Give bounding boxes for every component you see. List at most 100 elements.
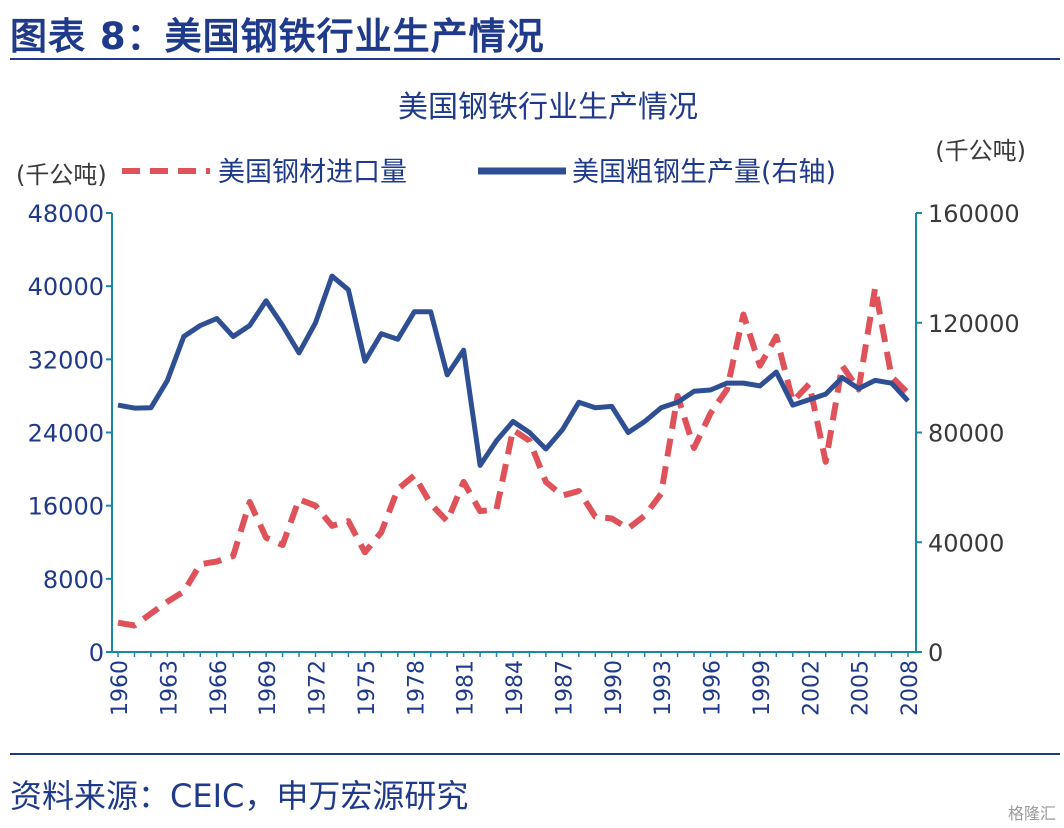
production-point-1984 <box>513 421 514 422</box>
production-point-1970 <box>282 325 283 326</box>
y-tick-left-label: 16000 <box>28 493 104 521</box>
x-tick-label: 1960 <box>108 660 133 716</box>
series-layer <box>117 273 911 629</box>
production-point-1989 <box>595 407 596 408</box>
legend-label-production: 美国粗钢生产量(右轴) <box>572 157 836 188</box>
production-point-1980 <box>447 374 448 375</box>
import-point-1970 <box>282 545 283 546</box>
x-ticks: 1960 1963 1966 1969 1972 1975 1978 1981 1984 1987… <box>108 652 923 716</box>
import-point-1998 <box>743 314 744 315</box>
x-tick-label: 1969 <box>256 660 281 716</box>
production-point-1996 <box>710 390 711 391</box>
x-tick-label: 1987 <box>552 660 577 716</box>
x-tick-label: 1966 <box>207 660 232 716</box>
import-point-1971 <box>299 499 300 500</box>
x-tick-label: 1996 <box>701 660 726 716</box>
y-tick-right-label: 80000 <box>928 420 1004 448</box>
x-tick-label: 1975 <box>355 660 380 716</box>
production-point-1971 <box>299 352 300 353</box>
production-point-1977 <box>397 339 398 340</box>
legend-label-imports: 美国钢材进口量 <box>218 157 407 188</box>
production-point-1988 <box>578 402 579 403</box>
legend: 美国钢材进口量 美国粗钢生产量(右轴) <box>122 157 836 188</box>
import-point-1993 <box>661 493 662 494</box>
import-point-1960 <box>118 622 119 623</box>
import-point-2008 <box>908 393 909 394</box>
import-point-1963 <box>167 601 168 602</box>
import-point-1969 <box>266 537 267 538</box>
import-point-1999 <box>759 365 760 366</box>
production-point-1966 <box>216 318 217 319</box>
y-tick-left-label: 40000 <box>28 273 104 301</box>
production-point-2001 <box>792 405 793 406</box>
import-point-1973 <box>332 525 333 526</box>
production-point-1972 <box>315 322 316 323</box>
import-point-1976 <box>381 532 382 533</box>
production-point-1973 <box>332 276 333 277</box>
import-point-1972 <box>315 505 316 506</box>
import-point-1965 <box>200 564 201 565</box>
x-tick-label: 1981 <box>454 660 479 716</box>
production-point-1987 <box>562 429 563 430</box>
x-tick-label: 1984 <box>503 660 528 716</box>
import-point-1978 <box>414 475 415 476</box>
y-tick-right-label: 40000 <box>928 529 1004 557</box>
production-point-1994 <box>677 402 678 403</box>
production-point-1985 <box>529 432 530 433</box>
production-point-1978 <box>414 311 415 312</box>
import-point-1981 <box>463 481 464 482</box>
import-point-1982 <box>480 511 481 512</box>
y-ticks-left: 0 8000 16000 24000 32000 40000 48000 <box>28 200 112 667</box>
production-point-1962 <box>150 407 151 408</box>
production-point-2007 <box>891 383 892 384</box>
production-point-2004 <box>842 377 843 378</box>
production-point-1976 <box>381 333 382 334</box>
import-point-1990 <box>611 518 612 519</box>
import-point-1961 <box>134 625 135 626</box>
import-point-1985 <box>529 440 530 441</box>
production-point-2000 <box>776 372 777 373</box>
y-tick-left-label: 32000 <box>28 346 104 374</box>
production-point-1991 <box>628 432 629 433</box>
import-point-1996 <box>710 413 711 414</box>
production-point-1993 <box>661 407 662 408</box>
y-tick-left-label: 0 <box>89 639 104 667</box>
import-point-1968 <box>249 502 250 503</box>
y-tick-left-label: 24000 <box>28 420 104 448</box>
production-point-1974 <box>348 289 349 290</box>
production-point-1968 <box>249 325 250 326</box>
import-point-1988 <box>578 491 579 492</box>
x-tick-label: 1999 <box>750 660 775 716</box>
import-point-2007 <box>891 376 892 377</box>
y-tick-left-label: 8000 <box>43 566 104 594</box>
import-point-1984 <box>513 429 514 430</box>
series-line-production <box>117 273 910 468</box>
import-point-1987 <box>562 495 563 496</box>
import-point-2003 <box>825 461 826 462</box>
production-point-1960 <box>118 405 119 406</box>
figure-title: 图表 8：美国钢铁行业生产情况 <box>10 15 545 58</box>
x-tick-label: 1978 <box>404 660 429 716</box>
production-point-1982 <box>480 465 481 466</box>
import-point-1962 <box>150 613 151 614</box>
production-point-1999 <box>759 385 760 386</box>
production-point-2006 <box>875 380 876 381</box>
import-point-1966 <box>216 561 217 562</box>
production-point-1995 <box>694 391 695 392</box>
import-point-1980 <box>447 521 448 522</box>
production-point-1998 <box>743 383 744 384</box>
import-point-1964 <box>183 591 184 592</box>
import-point-1967 <box>233 556 234 557</box>
production-point-1981 <box>463 350 464 351</box>
x-tick-label: 1963 <box>157 660 182 716</box>
production-point-2002 <box>809 399 810 400</box>
import-point-1997 <box>727 389 728 390</box>
y-ticks-right: 0 40000 80000 120000 160000 <box>916 200 1020 667</box>
x-tick-label: 2002 <box>799 660 824 716</box>
production-point-2005 <box>858 388 859 389</box>
production-point-1975 <box>364 361 365 362</box>
x-tick-label: 1972 <box>306 660 331 716</box>
production-point-1990 <box>611 406 612 407</box>
chart-title: 美国钢铁行业生产情况 <box>398 90 698 125</box>
x-tick-label: 1990 <box>602 660 627 716</box>
